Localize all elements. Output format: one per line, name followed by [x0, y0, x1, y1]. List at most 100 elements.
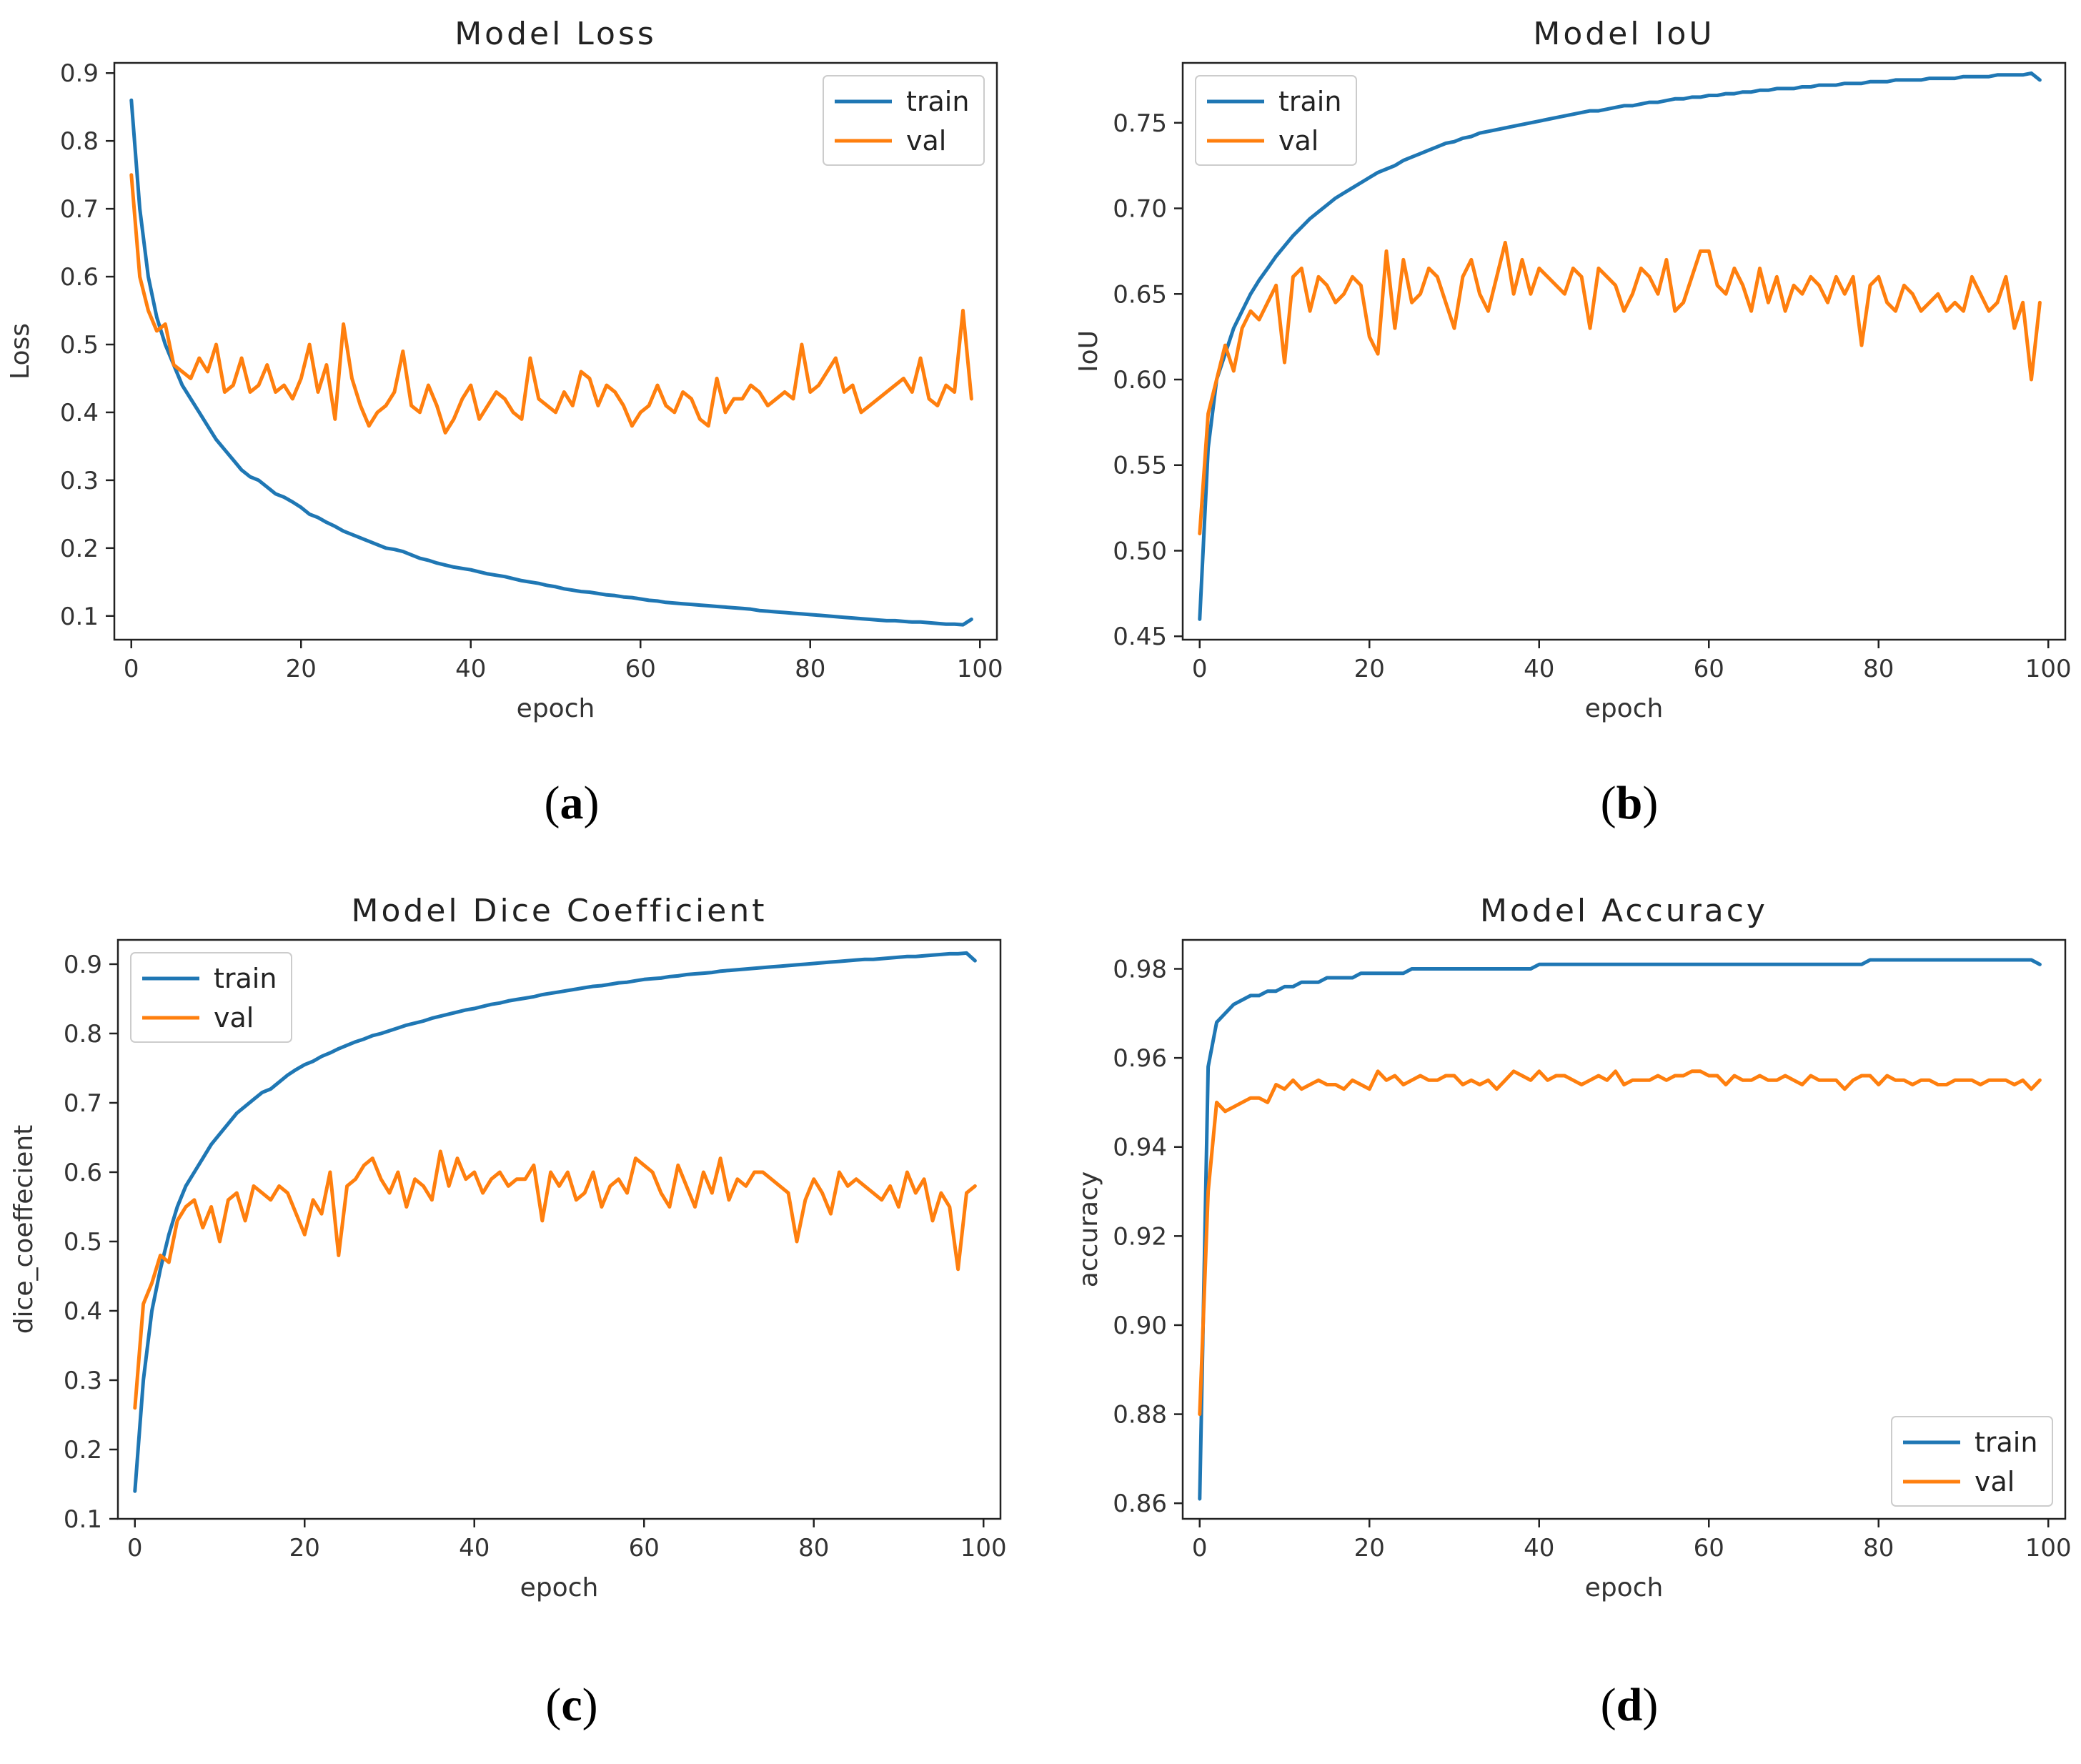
legend-box [1891, 1416, 2053, 1507]
chart-panel-c: Model Dice Coefficient 0 20 40 60 80 100 0.1 0.2… [9, 893, 1007, 1731]
y-tick-label: 0.50 [1113, 537, 1167, 565]
x-tick-label: 40 [1524, 1534, 1554, 1562]
x-axis-label: epoch [520, 1573, 599, 1602]
y-tick-label: 0.7 [64, 1089, 102, 1118]
chart-title: Model Accuracy [1480, 893, 1768, 929]
series-line-val [129, 173, 973, 435]
subfigure-caption: (d) [1601, 1679, 1659, 1731]
y-tick-label: 0.2 [64, 1436, 102, 1465]
y-axis-label: accuracy [1074, 1171, 1103, 1287]
x-tick-label: 60 [629, 1534, 660, 1562]
y-tick-label: 0.60 [1113, 366, 1167, 395]
y-tick-label: 0.3 [60, 467, 99, 495]
legend: train val [1891, 1416, 2053, 1507]
x-tick-label: 60 [1694, 1534, 1724, 1562]
plot-frame [113, 61, 998, 641]
subfigure-caption: (c) [545, 1679, 597, 1731]
y-tick-label: 0.6 [60, 263, 99, 292]
x-tick-label: 0 [124, 655, 139, 683]
y-tick-label: 0.55 [1113, 452, 1167, 480]
x-tick-label: 20 [1354, 1534, 1385, 1562]
x-tick-label: 100 [2025, 1534, 2072, 1562]
legend-label-val: val [906, 125, 946, 157]
y-tick-label: 0.5 [64, 1228, 102, 1257]
legend-label-train: train [906, 86, 969, 117]
series-line-train [129, 98, 973, 627]
x-tick-label: 20 [289, 1534, 320, 1562]
y-tick-label: 0.45 [1113, 623, 1167, 651]
x-tick-label: 20 [286, 655, 317, 683]
y-tick-label: 0.9 [60, 59, 99, 88]
y-tick-label: 0.1 [60, 603, 99, 631]
x-tick-label: 20 [1354, 655, 1385, 683]
x-tick-label: 40 [455, 655, 486, 683]
legend-box [1195, 75, 1357, 166]
x-tick-label: 80 [795, 655, 825, 683]
legend-label-train: train [1278, 86, 1341, 117]
y-tick-label: 0.98 [1113, 956, 1167, 984]
x-tick-label: 80 [1863, 1534, 1894, 1562]
chart-title: Model Loss [455, 16, 657, 52]
legend: train val [823, 75, 985, 166]
series-line-val [1198, 240, 2042, 535]
x-tick-label: 0 [127, 1534, 143, 1562]
legend: train val [1195, 75, 1357, 166]
x-tick-label: 100 [960, 1534, 1007, 1562]
subfigure-caption: (b) [1601, 777, 1659, 829]
legend-label-val: val [1975, 1466, 2015, 1497]
x-tick-label: 80 [1863, 655, 1894, 683]
y-tick-label: 0.86 [1113, 1490, 1167, 1518]
series-line-val [133, 1149, 977, 1410]
y-axis-label: dice_coeffecient [9, 1125, 39, 1334]
legend-label-train: train [1975, 1427, 2037, 1458]
y-tick-label: 0.65 [1113, 280, 1167, 309]
y-tick-label: 0.6 [64, 1159, 102, 1187]
y-tick-label: 0.75 [1113, 109, 1167, 138]
x-tick-label: 100 [957, 655, 1003, 683]
series-line-val [1198, 1069, 2042, 1417]
y-tick-label: 0.2 [60, 535, 99, 563]
y-tick-label: 0.1 [64, 1505, 102, 1534]
y-tick-label: 0.9 [64, 951, 102, 979]
y-axis-label: IoU [1074, 330, 1103, 372]
y-tick-label: 0.4 [64, 1297, 102, 1326]
x-tick-label: 0 [1192, 1534, 1208, 1562]
plot-frame [1181, 938, 2067, 1520]
y-tick-label: 0.92 [1113, 1222, 1167, 1251]
subfigure-caption: (a) [545, 777, 600, 829]
legend-box [823, 75, 985, 166]
series-line-train [1198, 71, 2042, 621]
y-tick-label: 0.70 [1113, 195, 1167, 224]
x-axis-label: epoch [1585, 1573, 1664, 1602]
x-tick-label: 40 [459, 1534, 490, 1562]
x-tick-label: 40 [1524, 655, 1554, 683]
chart-title: Model Dice Coefficient [352, 893, 768, 929]
plot-frame [1181, 61, 2067, 641]
chart-title: Model IoU [1533, 16, 1714, 52]
legend-box [130, 952, 292, 1043]
legend-label-val: val [1278, 125, 1318, 157]
plot-frame [116, 938, 1002, 1520]
legend-label-train: train [214, 963, 277, 994]
chart-panel-d: Model Accuracy 0 20 40 60 80 100 0.86 0.88 0.90 0.… [1074, 893, 2072, 1731]
y-tick-label: 0.96 [1113, 1044, 1167, 1073]
x-tick-label: 100 [2025, 655, 2072, 683]
series-line-train [1198, 958, 2042, 1501]
y-axis-label: Loss [6, 323, 35, 380]
chart-panel-a: Model Loss 0 20 40 60 80 100 0.1 0.2 0.3 0.4 0.5 0.6… [6, 16, 1003, 829]
x-axis-label: epoch [517, 694, 595, 723]
legend: train val [130, 952, 292, 1043]
y-tick-label: 0.5 [60, 331, 99, 360]
x-axis-label: epoch [1585, 694, 1664, 723]
y-tick-label: 0.3 [64, 1367, 102, 1395]
legend-label-val: val [214, 1002, 254, 1034]
y-tick-label: 0.8 [60, 127, 99, 156]
x-tick-label: 60 [1694, 655, 1724, 683]
series-line-train [133, 951, 977, 1493]
chart-panel-b: Model IoU 0 20 40 60 80 100 0.45 0.50 0.55 0.60 0.6… [1074, 16, 2072, 829]
y-tick-label: 0.4 [60, 399, 99, 427]
x-tick-label: 60 [625, 655, 656, 683]
y-tick-label: 0.8 [64, 1020, 102, 1049]
x-tick-label: 80 [798, 1534, 829, 1562]
